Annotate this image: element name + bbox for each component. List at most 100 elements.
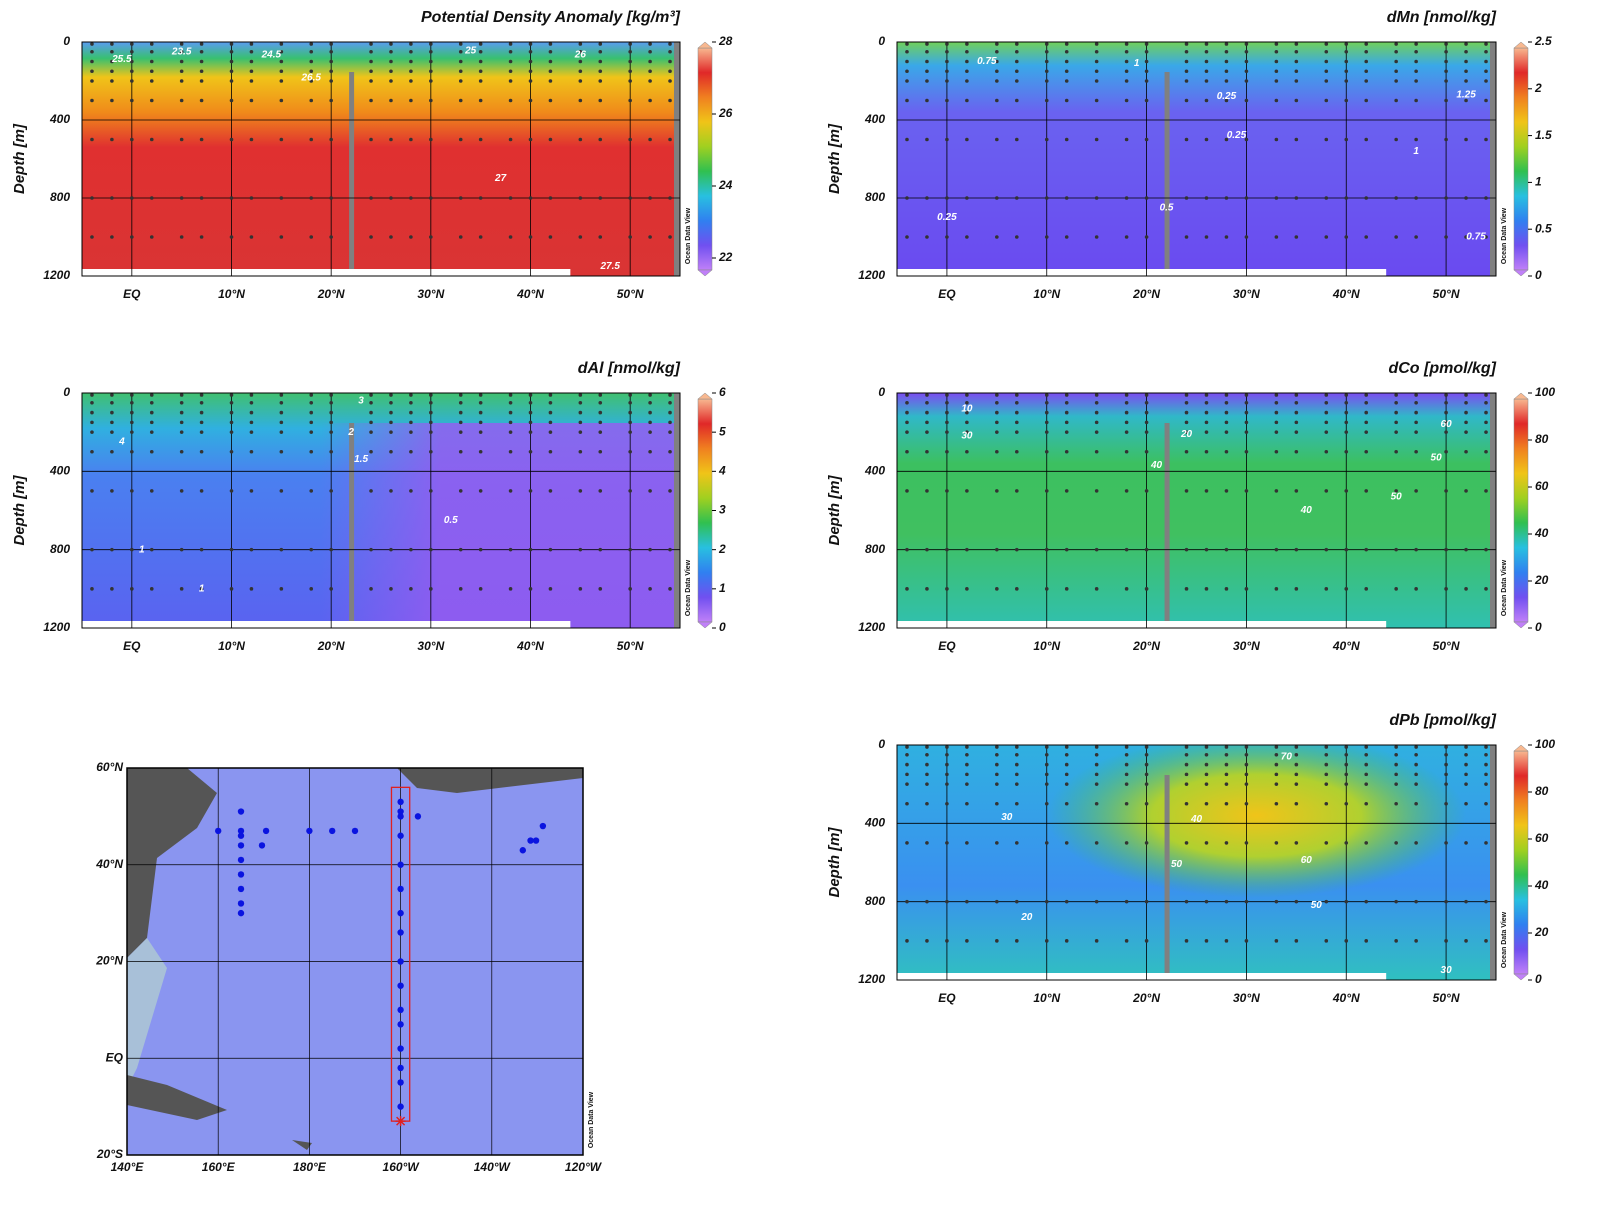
sample bbox=[130, 410, 134, 415]
sample bbox=[1044, 400, 1049, 405]
sample bbox=[965, 79, 969, 83]
sample bbox=[389, 42, 393, 46]
x-tick-label: 20°N bbox=[1132, 991, 1160, 1005]
sample bbox=[199, 587, 204, 591]
sample bbox=[528, 587, 533, 591]
sample bbox=[1064, 430, 1069, 434]
sample bbox=[1294, 762, 1299, 767]
sample bbox=[945, 42, 949, 46]
sample bbox=[179, 59, 184, 64]
sample bbox=[1274, 489, 1279, 493]
sample bbox=[1294, 69, 1299, 74]
sample bbox=[1224, 801, 1229, 806]
sample bbox=[1344, 801, 1349, 806]
colorbar-cap bbox=[1513, 744, 1529, 752]
sample bbox=[329, 59, 333, 64]
colorbar-tick-label: 40 bbox=[1534, 878, 1549, 892]
sample bbox=[110, 420, 114, 425]
sample bbox=[369, 59, 373, 64]
sample bbox=[110, 489, 114, 493]
station bbox=[237, 827, 245, 835]
sample bbox=[1044, 752, 1049, 757]
sample bbox=[995, 430, 999, 434]
sample bbox=[1184, 420, 1189, 425]
sample bbox=[1094, 235, 1099, 239]
frame bbox=[896, 41, 1497, 277]
sample bbox=[1484, 752, 1488, 757]
x-tick-label: 40°N bbox=[1332, 991, 1360, 1005]
sample bbox=[458, 137, 463, 142]
sample bbox=[478, 393, 483, 397]
sample bbox=[1094, 410, 1099, 415]
sample bbox=[1324, 59, 1329, 64]
panel-title: Potential Density Anomaly [kg/m³] bbox=[421, 9, 681, 26]
sample bbox=[548, 98, 553, 103]
sample bbox=[1124, 400, 1129, 405]
sample bbox=[995, 69, 999, 74]
sample bbox=[648, 449, 652, 454]
y-tick-label: 800 bbox=[865, 542, 885, 556]
sample bbox=[329, 393, 333, 397]
y-tick-label: 1200 bbox=[858, 972, 885, 986]
sample bbox=[1464, 547, 1468, 552]
sample bbox=[389, 98, 393, 103]
sample bbox=[329, 79, 333, 83]
bottom-gap bbox=[897, 269, 1387, 276]
sample bbox=[1414, 137, 1418, 142]
sample bbox=[1064, 449, 1069, 454]
sample bbox=[1015, 400, 1019, 405]
frame bbox=[896, 744, 1497, 981]
x-tick-label: EQ bbox=[938, 639, 956, 653]
colorbar bbox=[697, 47, 713, 271]
sample bbox=[1274, 841, 1279, 845]
sample bbox=[1364, 752, 1369, 757]
sample bbox=[1464, 393, 1468, 397]
sample bbox=[1324, 772, 1329, 777]
sample bbox=[1184, 42, 1189, 46]
sample bbox=[668, 547, 672, 552]
sample bbox=[369, 420, 373, 425]
sample bbox=[1044, 449, 1049, 454]
sample bbox=[1444, 59, 1448, 64]
sample bbox=[389, 410, 393, 415]
sample bbox=[1244, 59, 1249, 64]
sample bbox=[1224, 410, 1229, 415]
y-tick-label: 800 bbox=[50, 190, 70, 204]
sample bbox=[628, 79, 632, 83]
sample bbox=[1274, 587, 1279, 591]
sample bbox=[1324, 49, 1329, 54]
sample bbox=[90, 430, 94, 434]
sample bbox=[1244, 801, 1249, 806]
x-tick-label: 140°W bbox=[474, 1160, 512, 1174]
sample bbox=[1394, 79, 1398, 83]
field-overlay bbox=[82, 423, 680, 628]
contour-label: 20 bbox=[1020, 912, 1033, 923]
sample bbox=[648, 196, 652, 200]
sample bbox=[1444, 899, 1448, 904]
sample bbox=[1144, 587, 1149, 591]
sample bbox=[508, 59, 513, 64]
sample bbox=[1464, 420, 1468, 425]
sample bbox=[1324, 137, 1329, 142]
sample bbox=[429, 98, 433, 103]
sample bbox=[995, 79, 999, 83]
sample bbox=[598, 410, 603, 415]
sample bbox=[1044, 899, 1049, 904]
sample bbox=[179, 393, 184, 397]
sample bbox=[1204, 98, 1209, 103]
sample bbox=[1064, 137, 1069, 142]
sample bbox=[309, 69, 314, 74]
sample bbox=[1294, 752, 1299, 757]
sample bbox=[925, 98, 929, 103]
sample bbox=[1344, 137, 1349, 142]
sample bbox=[1344, 98, 1349, 103]
bottom-gap bbox=[897, 621, 1387, 628]
sample bbox=[478, 235, 483, 239]
sample bbox=[1015, 49, 1019, 54]
sample bbox=[1274, 196, 1279, 200]
contour-label: 50 bbox=[1311, 900, 1323, 911]
sample bbox=[229, 410, 234, 415]
sample bbox=[945, 899, 949, 904]
sample bbox=[1184, 59, 1189, 64]
sample bbox=[598, 79, 603, 83]
